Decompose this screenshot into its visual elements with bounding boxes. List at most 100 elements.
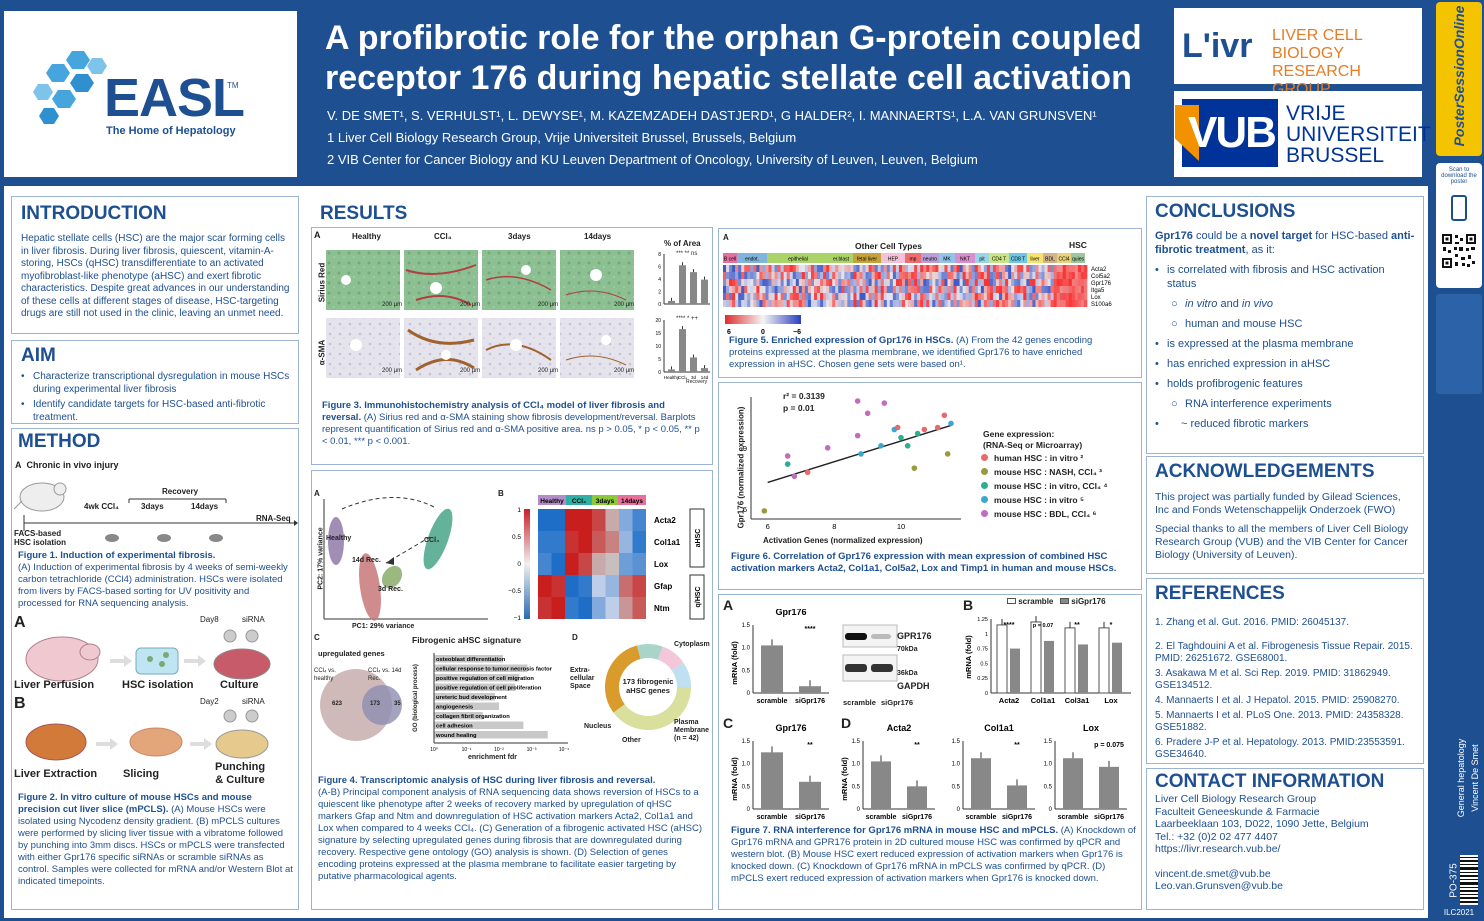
cell-type-label: mp [910,257,917,263]
wb-band [845,664,867,672]
y-tick: 9 [743,444,747,453]
qr-code-icon[interactable] [1441,233,1477,269]
contact-line: Laarbeeklaan 103, D022, 1090 Jette, Belg… [1155,818,1369,830]
hm-cell [1056,286,1060,293]
hm-cell [798,286,803,293]
hm-cell [1014,279,1018,286]
hm-cell [920,265,924,272]
authors: V. DE SMET¹, S. VERHULST¹, L. DEWYSE¹, M… [327,108,1097,123]
hm-cell [786,265,791,272]
hm-cell [756,265,760,272]
bar-sigpr [1112,642,1122,693]
hm-cell [850,300,854,307]
hm-cell [962,300,966,307]
hm-cell [917,286,921,293]
tick: 0.5 [742,668,751,674]
hm-cell [1059,265,1064,272]
hm-cell [841,286,845,293]
venn-count: 623 [332,701,343,707]
hm-cell [908,293,912,300]
hm-cell [1035,286,1039,293]
hm-cell [820,300,824,307]
hm-cell [783,279,787,286]
hm-cell [917,300,921,307]
go-bar [434,664,528,672]
hm-cell [756,293,760,300]
hm-cell [1002,279,1006,286]
scatter-point [948,420,954,427]
contact-email[interactable]: vincent.de.smet@vub.be [1155,867,1271,880]
hm-cell [1053,286,1057,293]
sidebar-qr-box[interactable]: Scan to download the poster [1436,163,1482,288]
hm-cell [901,286,906,293]
hm-cell [832,286,836,293]
hm-cell [1074,265,1079,272]
venn-count: 173 [370,701,381,707]
hm-cell [1044,300,1048,307]
title-line-1: A profibrotic role for the orphan G-prot… [325,19,1142,57]
bar [701,279,708,304]
hm-cell [859,265,863,272]
hm-cell [1038,272,1042,279]
hm-cell [798,300,803,307]
contact-url[interactable]: https://livr.research.vub.be/ [1155,843,1281,855]
hm-cell [732,286,736,293]
intro-text: Hepatic stellate cells (HSC) are the maj… [21,233,290,319]
hm-cell [1071,286,1076,293]
legend-item: mouse HSC : in vitro ⁵ [981,495,1108,509]
hm-cell [789,293,794,300]
hm-cell [929,293,933,300]
method-a-label: A [15,460,22,470]
hm-cell [992,286,997,293]
method-a-heading: A Chronic in vivo injury [15,460,119,470]
hm-cell [862,293,866,300]
hm-gene-label: Col5a2 [1091,274,1111,280]
hm-cell [956,293,960,300]
hm-cell [905,265,909,272]
hm-cell [1029,272,1033,279]
fig1-text: (A) Induction of experimental fibrosis b… [18,562,288,609]
hm-cell [889,272,894,279]
fig6-title: Figure 6. Correlation of Gpr176 expressi… [731,551,1117,574]
hm-cell [732,279,736,286]
ack-title: ACKNOWLEDGEMENTS [1155,461,1375,482]
hm-cell [953,300,957,307]
hm-cell [765,286,769,293]
hm-cell [1080,265,1085,272]
fig2-text: (A) Mouse HSCs were isolated using Nycod… [18,804,293,887]
hsc-iso-label: HSC isolation [122,679,194,691]
hm-cell [959,272,963,279]
hm-cell [1032,272,1036,279]
hm-cell [807,286,812,293]
cell-type-label: endot. [745,257,759,263]
tick: 0 [957,807,961,813]
hm-cell [768,272,772,279]
contact-email[interactable]: Leo.van.Grunsven@vub.be [1155,880,1283,892]
hm-cell [756,272,760,279]
hm-cell [850,265,854,272]
hm-cell [1071,293,1076,300]
cell-type-bar [767,253,829,263]
hm-cell [578,597,592,619]
hm-cell [783,265,787,272]
hm-cell [578,509,592,531]
cell-type-bar [881,253,905,263]
hm-group-label: Healthy [540,498,564,505]
go-bar [434,655,504,663]
hm-cell [977,293,982,300]
hm-cell [786,293,791,300]
hm-cell [792,272,797,279]
hm-cell [911,286,915,293]
hm-cell [1074,272,1079,279]
go-term: positive regulation of cell migration [436,676,534,682]
hm-cell [814,300,818,307]
easl-tm: TM [227,81,239,90]
lead-text: for HSC-based [1312,230,1392,242]
x-label: Col3a1 [1065,696,1090,705]
bar-scramble [1098,627,1110,694]
x-tick-label: CCl₄ [678,375,687,380]
fig7-caption: Figure 7. RNA interference for Gpr176 mR… [731,825,1137,885]
hm-cell [578,531,592,553]
hm-cell [1035,279,1039,286]
hm-cell [956,279,960,286]
